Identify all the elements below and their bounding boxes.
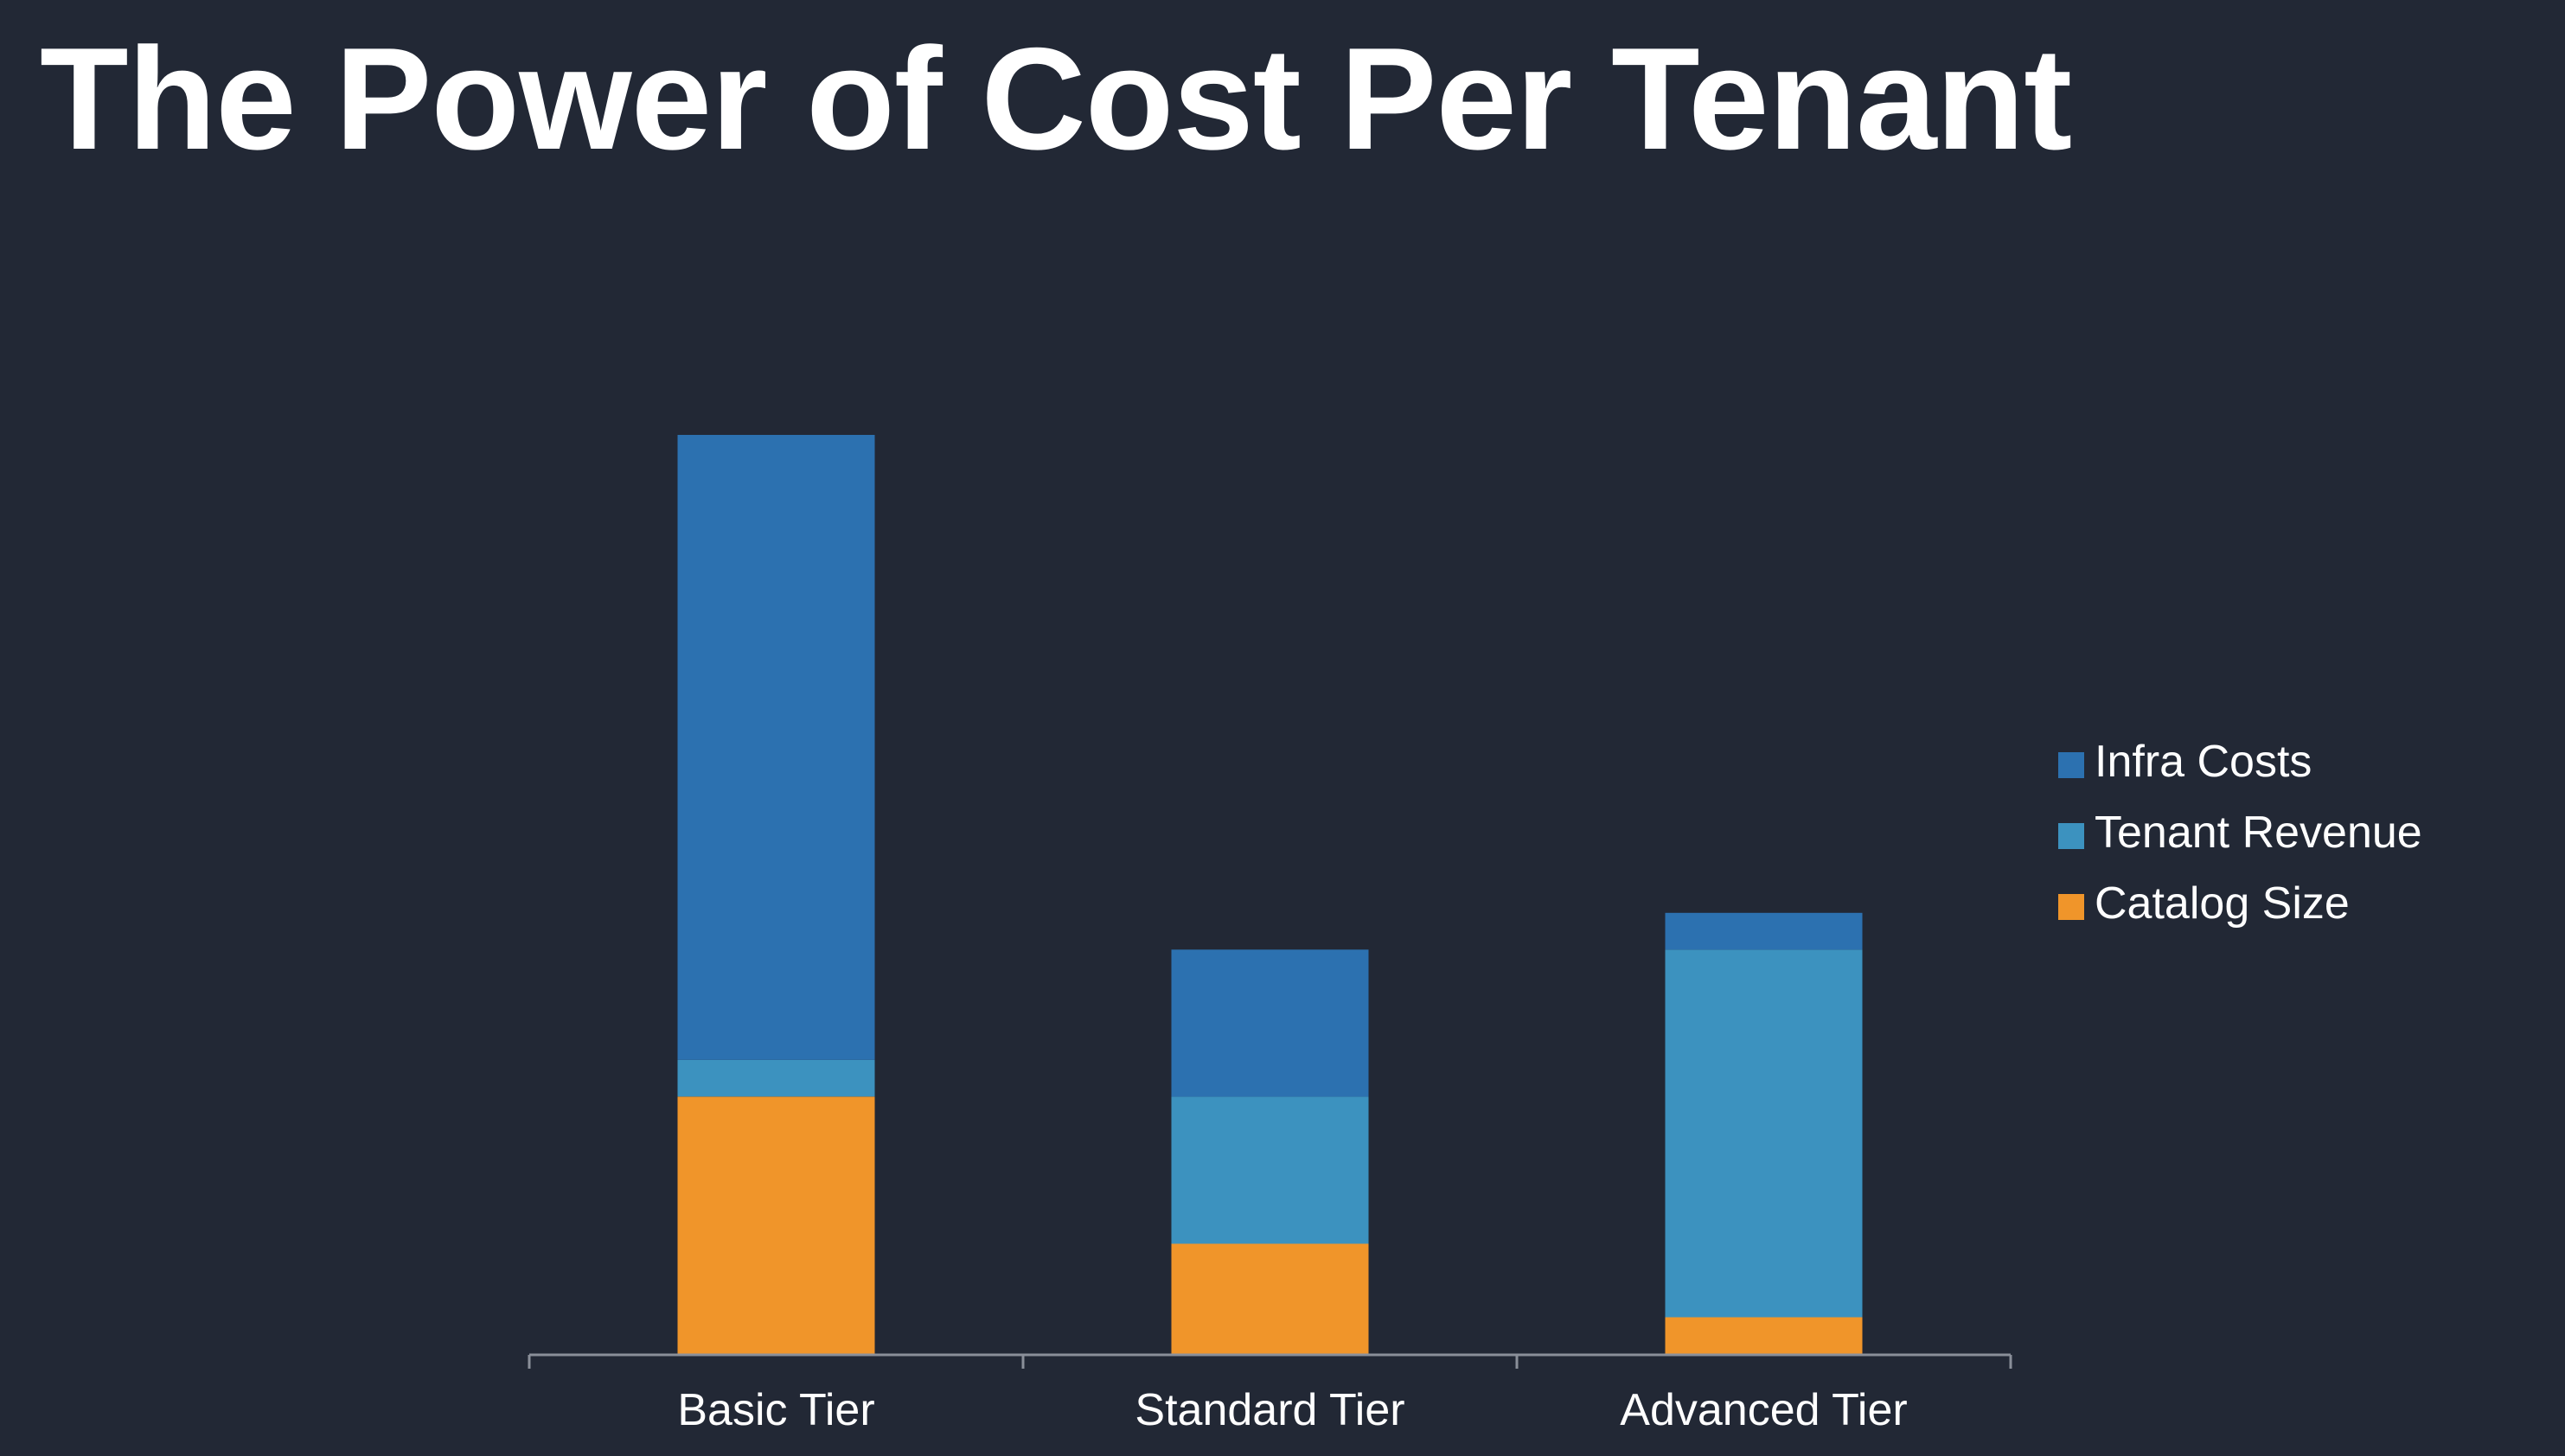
bar-advanced-tier-infra-costs <box>1665 912 1863 950</box>
x-tick-label-advanced-tier: Advanced Tier <box>1620 1385 1907 1435</box>
bar-advanced-tier-tenant-revenue <box>1665 949 1863 1318</box>
legend-item-catalog-size: Catalog Size <box>2058 878 2350 929</box>
bar-standard-tier-catalog-size <box>1171 1243 1369 1354</box>
legend-item-infra-costs: Infra Costs <box>2058 737 2312 787</box>
bars-layer <box>677 435 1863 1354</box>
bar-basic-tier-tenant-revenue <box>677 1059 875 1097</box>
legend: Infra Costs Tenant Revenue Catalog Size <box>2058 737 2422 929</box>
legend-label-catalog-size: Catalog Size <box>2095 878 2350 929</box>
legend-swatch-catalog-size <box>2058 894 2084 920</box>
x-axis: Basic Tier Standard Tier Advanced Tier <box>528 1353 2012 1435</box>
page-title: The Power of Cost Per Tenant <box>40 17 2072 180</box>
bar-basic-tier-catalog-size <box>677 1096 875 1354</box>
bar-standard-tier-infra-costs <box>1171 949 1369 1097</box>
x-tick-label-basic-tier: Basic Tier <box>677 1385 874 1435</box>
x-tick-label-standard-tier: Standard Tier <box>1135 1385 1404 1435</box>
legend-label-tenant-revenue: Tenant Revenue <box>2095 808 2422 858</box>
legend-swatch-tenant-revenue <box>2058 823 2084 849</box>
bar-standard-tier-tenant-revenue <box>1171 1096 1369 1244</box>
bar-advanced-tier-catalog-size <box>1665 1317 1863 1354</box>
legend-label-infra-costs: Infra Costs <box>2095 737 2312 787</box>
bar-basic-tier-infra-costs <box>677 435 875 1060</box>
legend-item-tenant-revenue: Tenant Revenue <box>2058 808 2422 858</box>
legend-swatch-infra-costs <box>2058 752 2084 778</box>
